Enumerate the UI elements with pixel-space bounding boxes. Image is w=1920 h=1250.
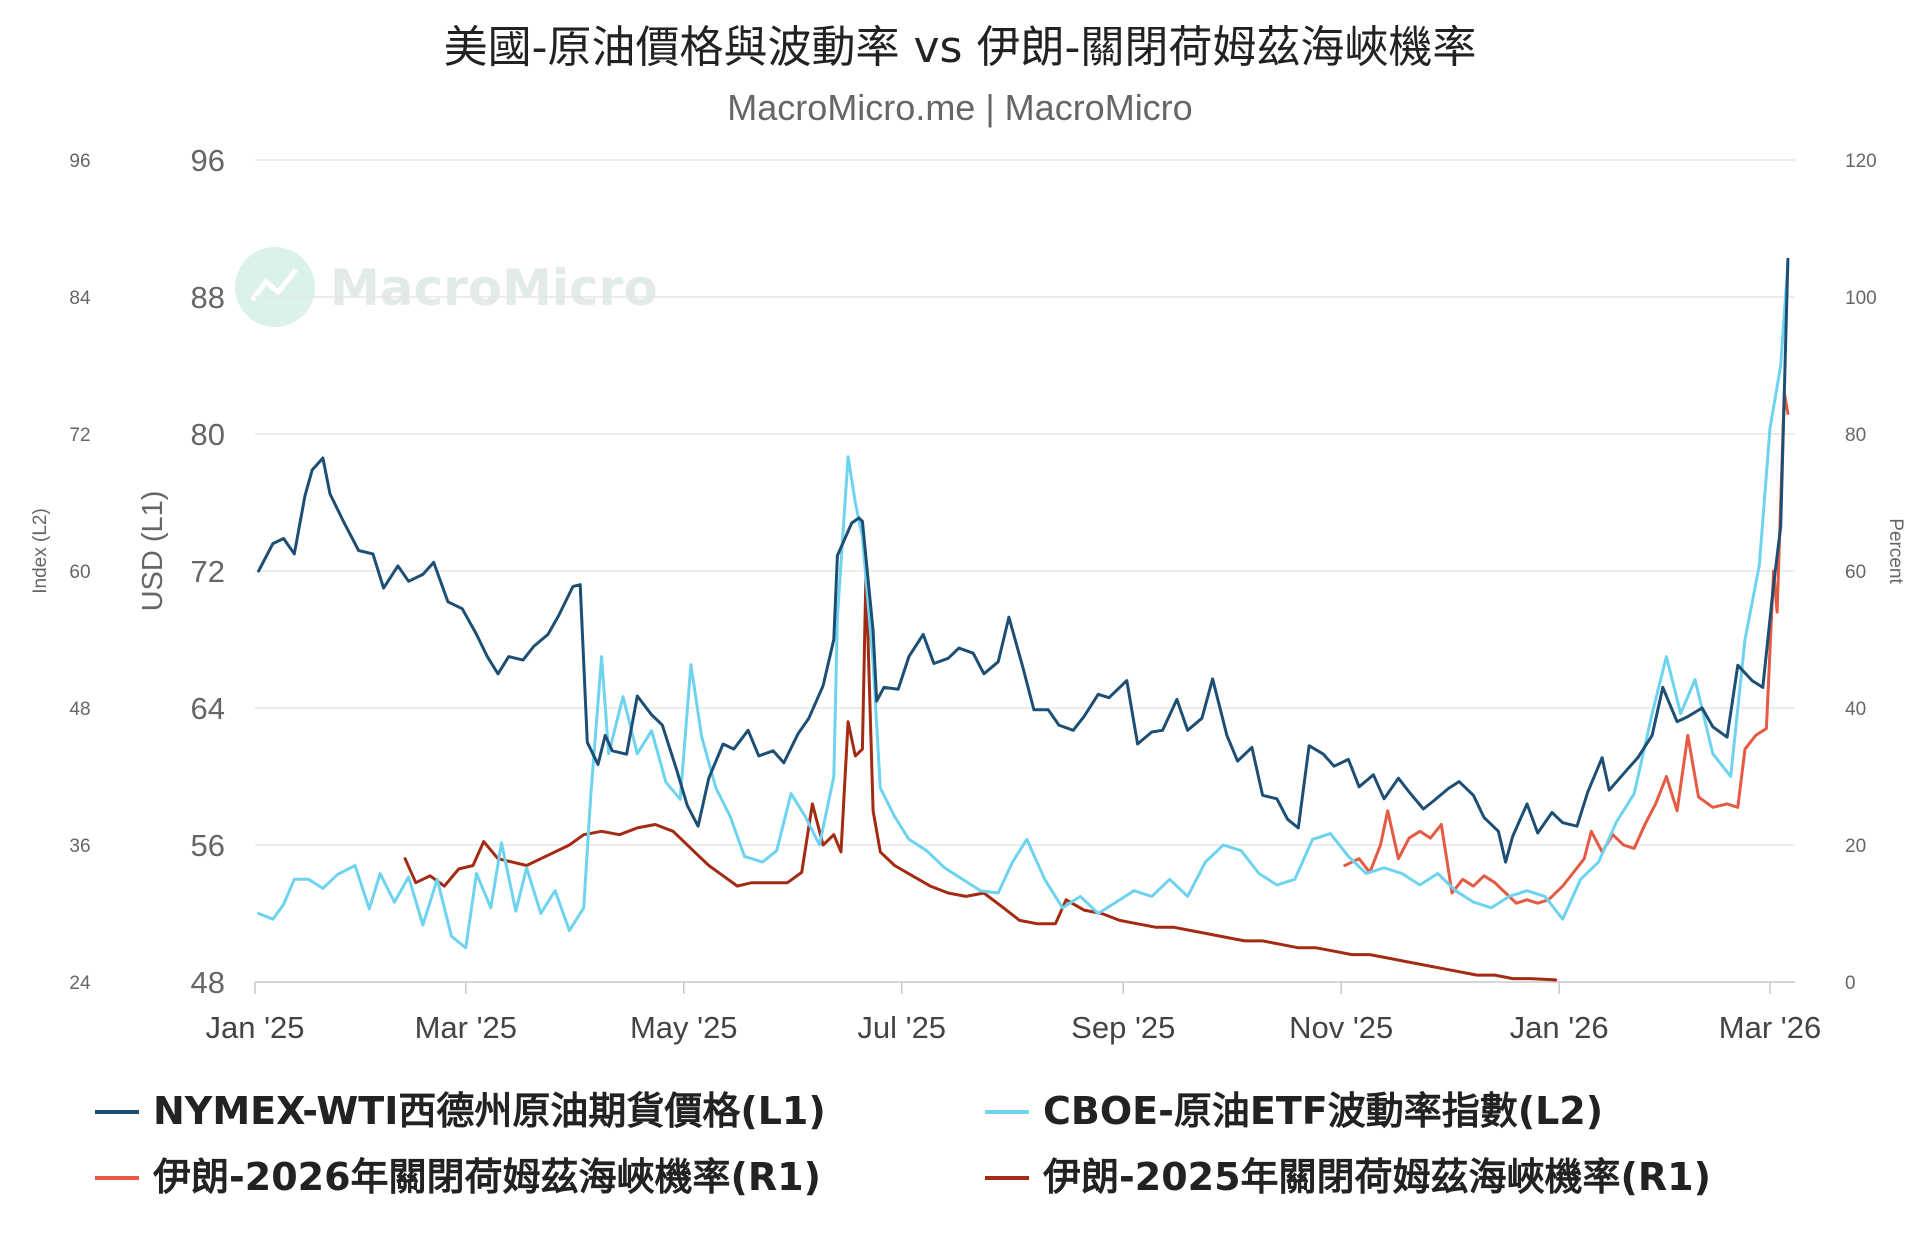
l2-tick-label: 84 xyxy=(69,288,91,309)
l1-tick-label: 88 xyxy=(191,280,225,315)
l1-tick-label: 56 xyxy=(191,828,225,863)
series-line-2 xyxy=(1343,391,1790,905)
legend-label: 伊朗-2026年關閉荷姆茲海峽機率(R1) xyxy=(152,1155,821,1199)
chart-title: 美國-原油價格與波動率 vs 伊朗-關閉荷姆茲海峽機率 xyxy=(444,22,1477,73)
axes: 48 56 64 72 80 88 96 24 36 48 60 72 84 96 0 20 40 60 80 100… xyxy=(30,143,1906,1045)
l1-tick-label: 72 xyxy=(191,554,225,589)
l2-tick-label: 48 xyxy=(69,699,90,720)
series-lines xyxy=(257,257,1790,982)
series-line-3 xyxy=(403,569,1558,982)
l1-tick-label: 48 xyxy=(191,965,225,1000)
x-tick-label: Mar '25 xyxy=(415,1010,517,1045)
l1-axis-title: USD (L1) xyxy=(137,491,169,612)
legend-item-3[interactable]: 伊朗-2025年關閉荷姆茲海峽機率(R1) xyxy=(985,1155,1711,1199)
legend-label: 伊朗-2025年關閉荷姆茲海峽機率(R1) xyxy=(1042,1155,1711,1199)
l2-tick-label: 36 xyxy=(69,836,90,857)
r1-tick-label: 80 xyxy=(1845,425,1866,446)
r1-tick-label: 100 xyxy=(1845,288,1877,309)
watermark-logo-mark xyxy=(250,268,298,302)
legend-label: NYMEX-WTI西德州原油期貨價格(L1) xyxy=(153,1089,826,1133)
watermark: MacroMicro xyxy=(235,247,658,327)
series-line-1 xyxy=(257,261,1790,950)
l2-axis-title: Index (L2) xyxy=(30,508,51,594)
legend-item-1[interactable]: CBOE-原油ETF波動率指數(L2) xyxy=(985,1089,1603,1133)
x-tick-label: Jul '25 xyxy=(857,1010,946,1045)
r1-tick-label: 0 xyxy=(1845,973,1856,994)
legend-item-0[interactable]: NYMEX-WTI西德州原油期貨價格(L1) xyxy=(95,1089,826,1133)
grid xyxy=(255,159,1795,983)
legend-label: CBOE-原油ETF波動率指數(L2) xyxy=(1043,1089,1603,1133)
l2-tick-label: 60 xyxy=(69,562,90,583)
series-line-0 xyxy=(257,257,1790,864)
r1-tick-label: 120 xyxy=(1845,151,1877,172)
x-tick-label: Nov '25 xyxy=(1289,1010,1393,1045)
x-tick-label: Sep '25 xyxy=(1071,1010,1175,1045)
r1-axis-title: Percent xyxy=(1885,518,1906,584)
l2-tick-label: 24 xyxy=(69,973,91,994)
l1-tick-label: 64 xyxy=(191,691,225,726)
l2-tick-label: 72 xyxy=(69,425,90,446)
x-tick-label: Jan '25 xyxy=(206,1010,305,1045)
chart-subtitle: MacroMicro.me | MacroMicro xyxy=(727,87,1192,128)
l1-tick-label: 80 xyxy=(191,417,225,452)
r1-tick-label: 60 xyxy=(1845,562,1866,583)
r1-tick-label: 20 xyxy=(1845,836,1866,857)
watermark-text: MacroMicro xyxy=(330,259,658,317)
r1-tick-label: 40 xyxy=(1845,699,1866,720)
x-tick-label: May '25 xyxy=(630,1010,738,1045)
legend: NYMEX-WTI西德州原油期貨價格(L1) CBOE-原油ETF波動率指數(L2… xyxy=(95,1089,1711,1199)
legend-item-2[interactable]: 伊朗-2026年關閉荷姆茲海峽機率(R1) xyxy=(95,1155,821,1199)
x-tick-label: Jan '26 xyxy=(1510,1010,1609,1045)
l2-tick-label: 96 xyxy=(69,151,90,172)
l1-tick-label: 96 xyxy=(191,143,225,178)
x-tick-label: Mar '26 xyxy=(1719,1010,1821,1045)
